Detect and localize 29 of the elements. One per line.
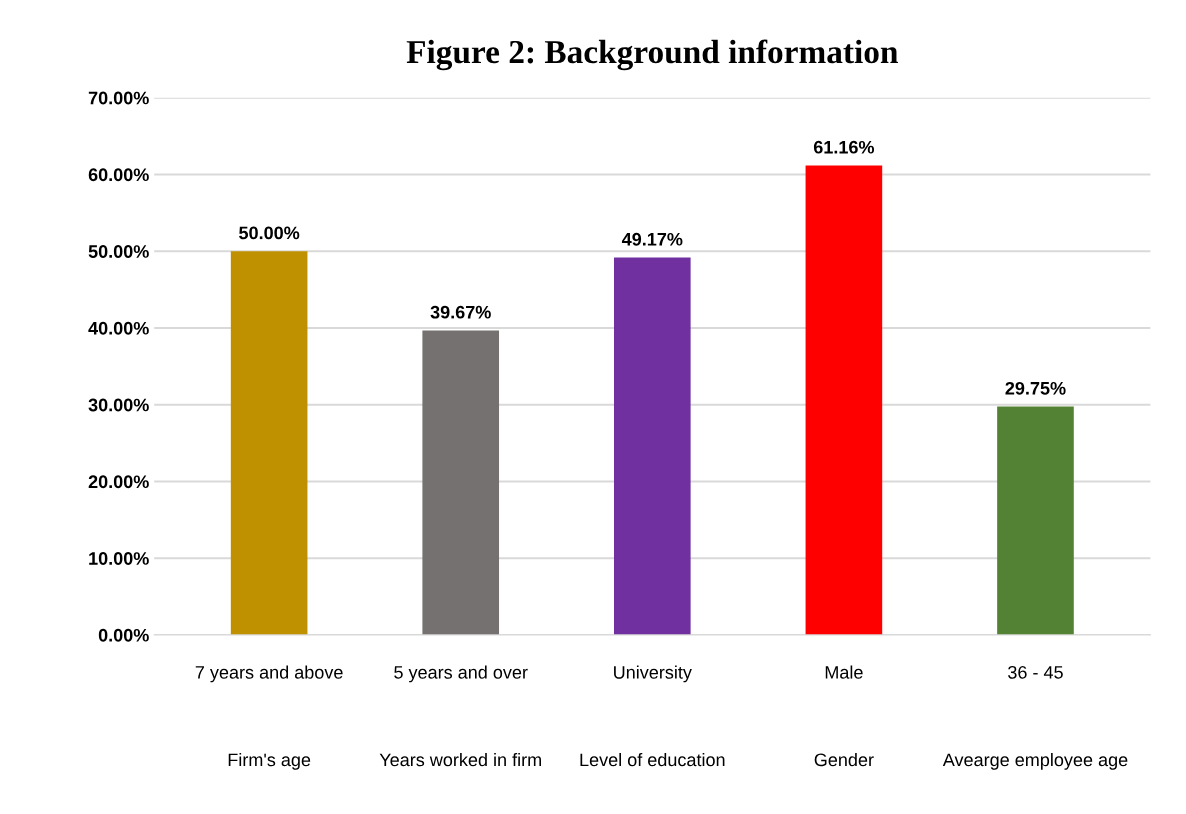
- y-tick-label: 0.00%: [98, 628, 149, 642]
- x-tick-label: 7 years and above: [195, 665, 343, 683]
- y-tick-label: 50.00%: [88, 245, 149, 258]
- data-label: 39.67%: [430, 305, 491, 319]
- data-label: 61.16%: [813, 140, 875, 154]
- y-tick-label: 40.00%: [88, 321, 149, 335]
- text: Firm's age: [228, 752, 311, 770]
- bar: [613, 257, 691, 635]
- text: Avearge employee age: [942, 752, 1128, 770]
- bar: [997, 406, 1074, 635]
- text: Years worked in firm: [379, 752, 541, 767]
- data-label: 29.75%: [1005, 381, 1066, 395]
- x-tick-label: Male: [825, 665, 863, 679]
- chart-title: Figure 2: Background information: [406, 39, 898, 71]
- text: Level of education: [580, 752, 725, 767]
- text: Gender: [814, 752, 874, 767]
- y-tick-label: 10.00%: [89, 552, 149, 565]
- bar: [805, 165, 883, 635]
- y-tick-label: 60.00%: [88, 168, 149, 182]
- bar: [422, 330, 500, 635]
- y-tick-label: 20.00%: [88, 475, 149, 489]
- x-tick-label: University: [614, 665, 692, 683]
- y-tick-label: 30.00%: [88, 398, 149, 412]
- x-tick-label: 36 - 45: [1008, 665, 1063, 679]
- bar: [230, 251, 308, 635]
- data-label: 50.00%: [239, 226, 300, 240]
- data-label: 49.17%: [621, 232, 683, 246]
- y-tick-label: 70.00%: [88, 91, 149, 105]
- x-tick-label: 5 years and over: [394, 665, 528, 683]
